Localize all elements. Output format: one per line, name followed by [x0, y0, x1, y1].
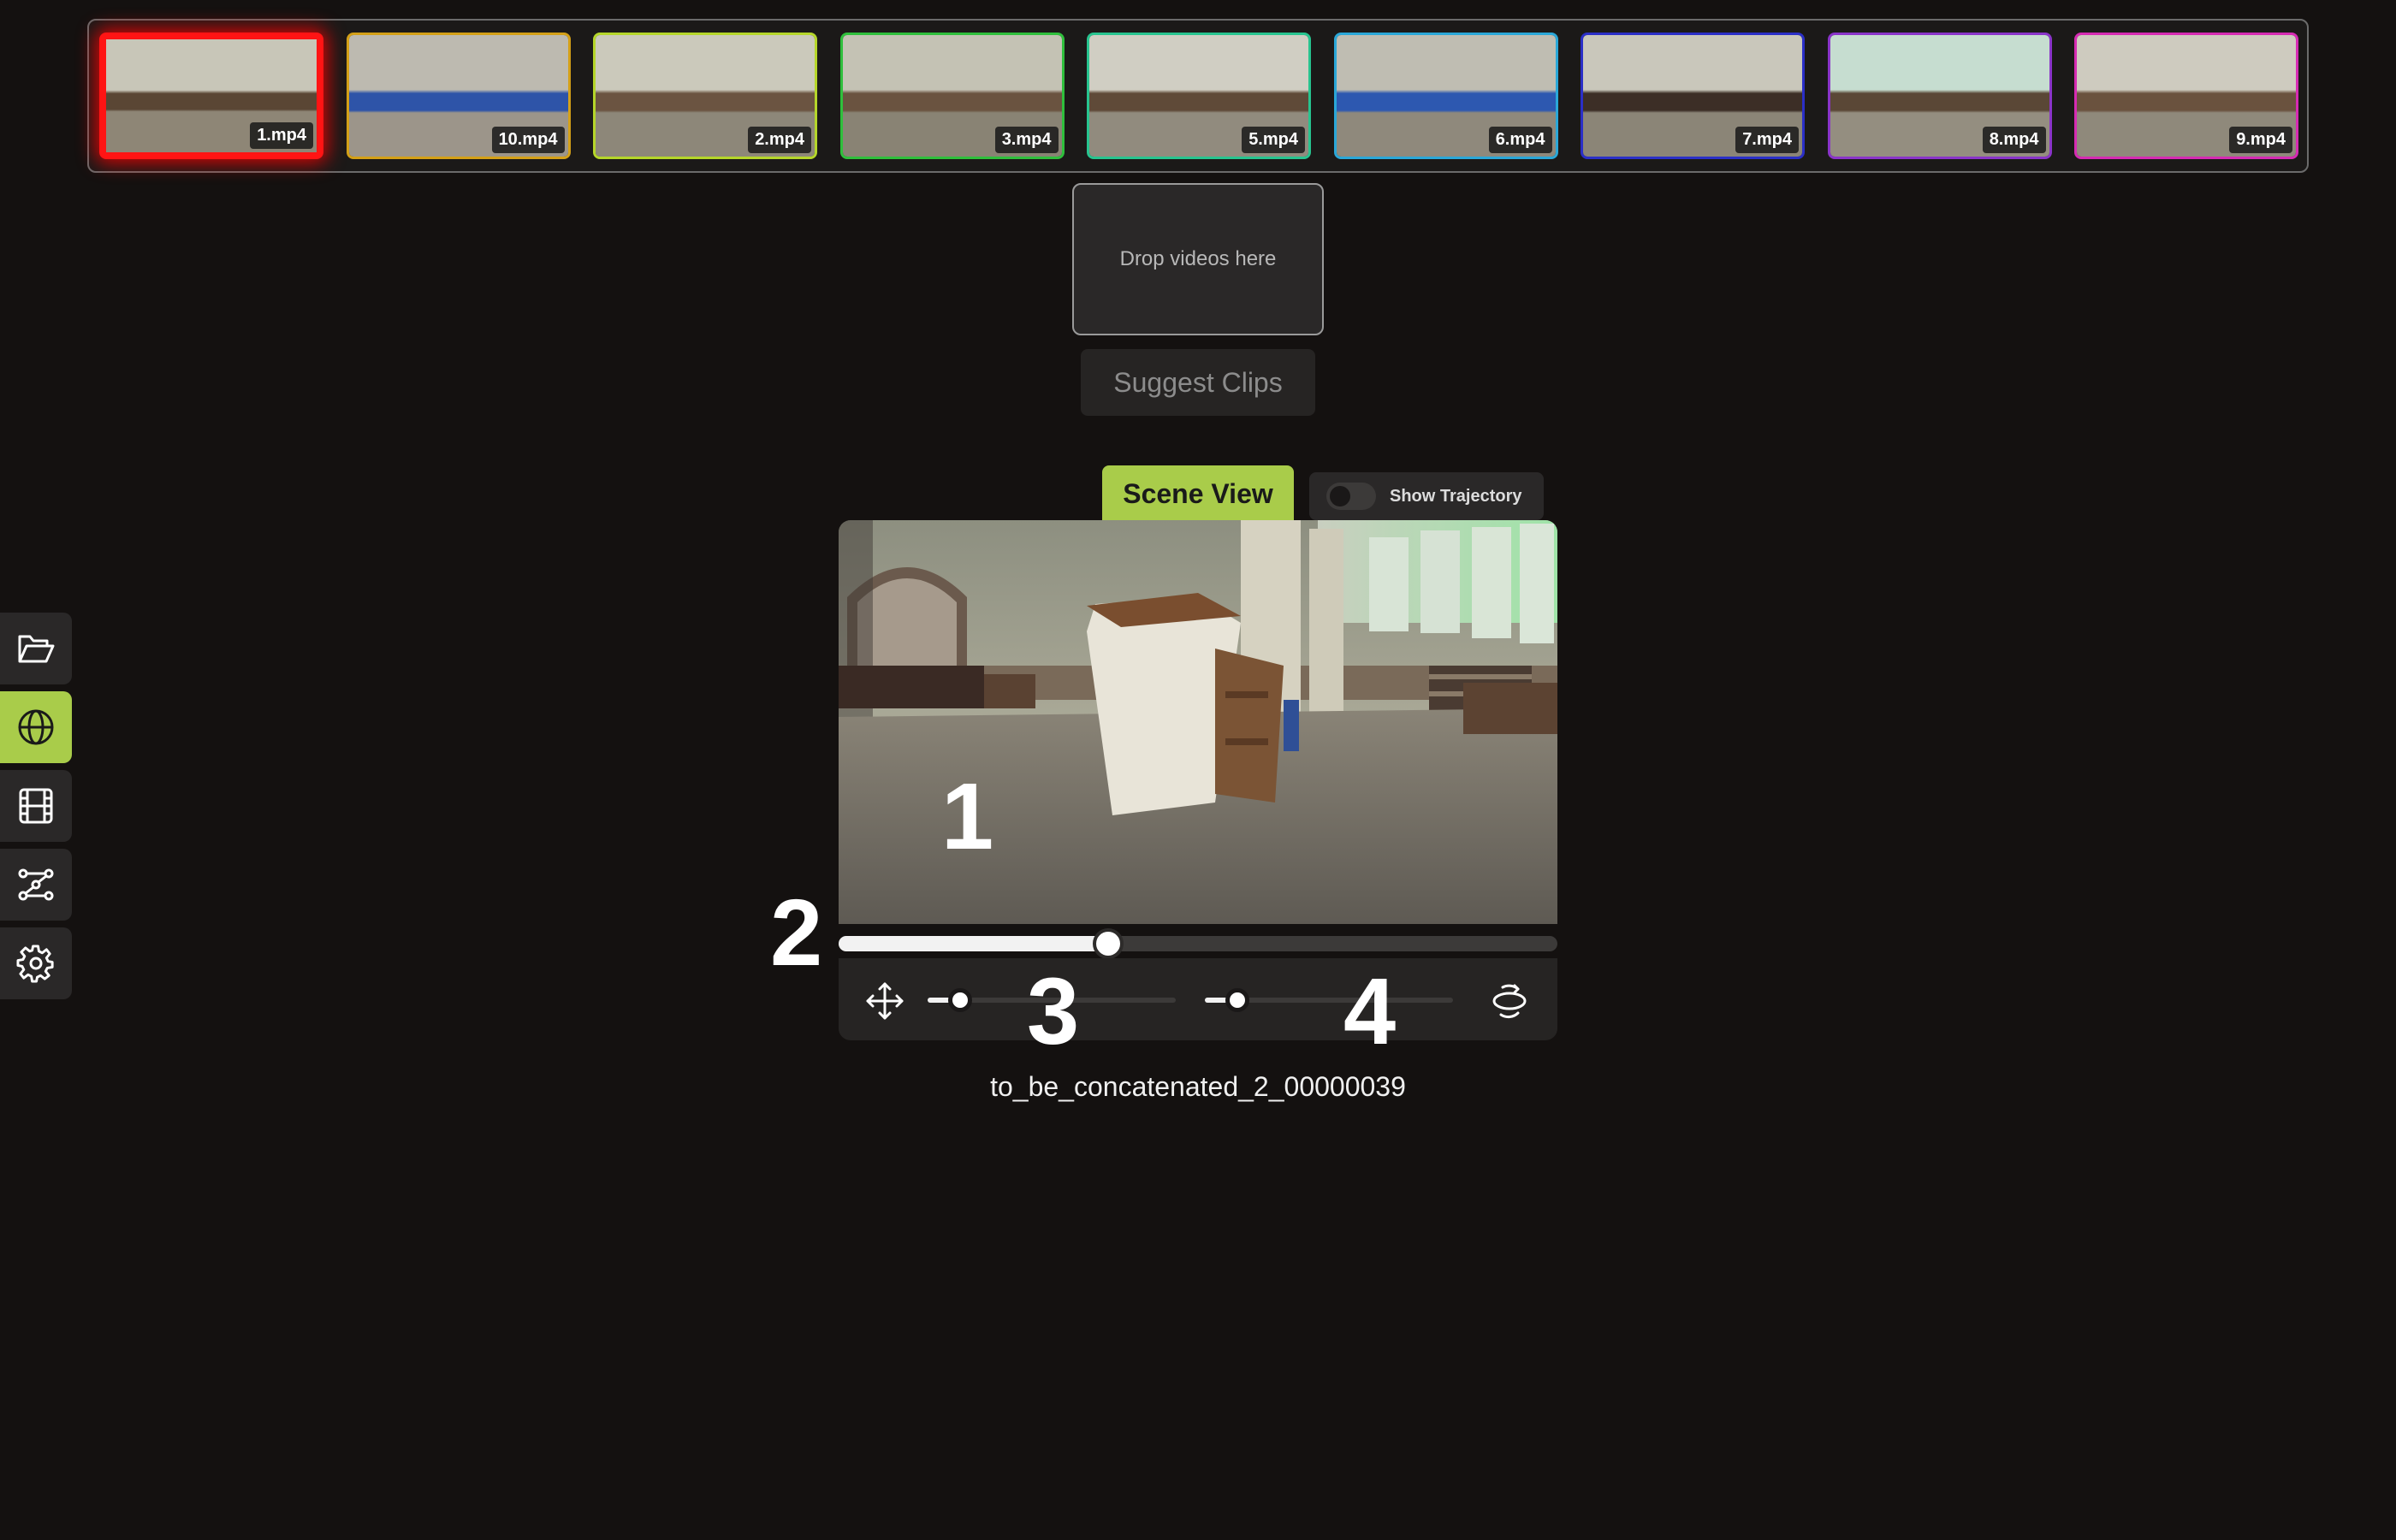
timeline-progress-fill — [839, 936, 1108, 951]
open-folder-button[interactable] — [0, 613, 72, 684]
rotate-slider-thumb[interactable] — [1225, 988, 1249, 1012]
thumbnail-label: 9.mp4 — [2229, 127, 2292, 153]
scene-globe-button[interactable] — [0, 691, 72, 763]
film-icon — [19, 788, 53, 824]
show-trajectory-toggle[interactable]: Show Trajectory — [1309, 472, 1544, 520]
thumbnail-label: 7.mp4 — [1735, 127, 1799, 153]
timeline-thumb[interactable] — [1093, 928, 1124, 959]
thumbnail-label: 1.mp4 — [250, 122, 313, 149]
orbit-rotate-icon[interactable] — [1489, 980, 1530, 1022]
timeline-slider[interactable] — [839, 928, 1557, 959]
library-scene-render — [839, 520, 1557, 924]
thumbnail-label: 2.mp4 — [748, 127, 811, 153]
thumbnail-label: 8.mp4 — [1982, 127, 2046, 153]
video-thumbnail[interactable]: 1.mp4 — [99, 33, 323, 159]
film-button[interactable] — [0, 770, 72, 842]
thumbnail-label: 10.mp4 — [491, 127, 565, 153]
trajectory-label: Show Trajectory — [1390, 486, 1522, 506]
thumbnail-label: 3.mp4 — [994, 127, 1059, 153]
trajectory-switch[interactable] — [1326, 483, 1376, 510]
video-thumbnail[interactable]: 5.mp4 — [1087, 33, 1311, 159]
move-slider-thumb[interactable] — [947, 988, 972, 1012]
folder-open-icon — [18, 635, 55, 663]
gear-icon — [16, 945, 54, 983]
video-thumbnail[interactable]: 6.mp4 — [1333, 33, 1558, 159]
switch-knob — [1330, 486, 1350, 506]
graph-nodes-icon — [18, 868, 54, 901]
suggest-clips-button[interactable]: Suggest Clips — [1081, 349, 1315, 416]
drop-videos-zone[interactable]: Drop videos here — [1072, 183, 1324, 335]
camera-controls-bar: 3 4 — [839, 958, 1557, 1059]
drop-zone-text: Drop videos here — [1119, 247, 1277, 270]
marker-4: 4 — [1343, 959, 1397, 1064]
marker-1: 1 — [941, 764, 994, 869]
move-arrows-icon[interactable] — [864, 980, 905, 1022]
settings-button[interactable] — [0, 927, 72, 999]
globe-icon — [18, 709, 54, 745]
frame-name-label: to_be_concatenated_2_00000039 — [990, 1071, 1406, 1102]
move-slider-fill — [928, 998, 960, 1003]
thumbnail-label: 6.mp4 — [1488, 127, 1552, 153]
rotate-speed-slider[interactable] — [1205, 988, 1453, 1012]
video-thumbnail[interactable]: 10.mp4 — [346, 33, 571, 159]
video-thumbnail[interactable]: 2.mp4 — [593, 33, 817, 159]
graph-button[interactable] — [0, 849, 72, 921]
video-filmstrip: 1.mp4 10.mp4 2.mp4 3.mp4 5.mp4 6.mp4 7.mp4 8.mp… — [87, 19, 2309, 173]
thumbnail-label: 5.mp4 — [1242, 127, 1305, 153]
video-thumbnail[interactable]: 9.mp4 — [2074, 33, 2298, 159]
scene-view-tab[interactable]: Scene View — [1102, 465, 1294, 522]
rotate-slider-fill — [1205, 998, 1237, 1003]
video-thumbnail[interactable]: 7.mp4 — [1581, 33, 1805, 159]
marker-2: 2 — [770, 880, 823, 986]
video-thumbnail[interactable]: 3.mp4 — [839, 33, 1065, 159]
video-thumbnail[interactable]: 8.mp4 — [1827, 33, 2052, 159]
scene-viewer[interactable] — [839, 520, 1557, 924]
marker-3: 3 — [1027, 959, 1080, 1064]
move-speed-slider[interactable] — [928, 988, 1176, 1012]
